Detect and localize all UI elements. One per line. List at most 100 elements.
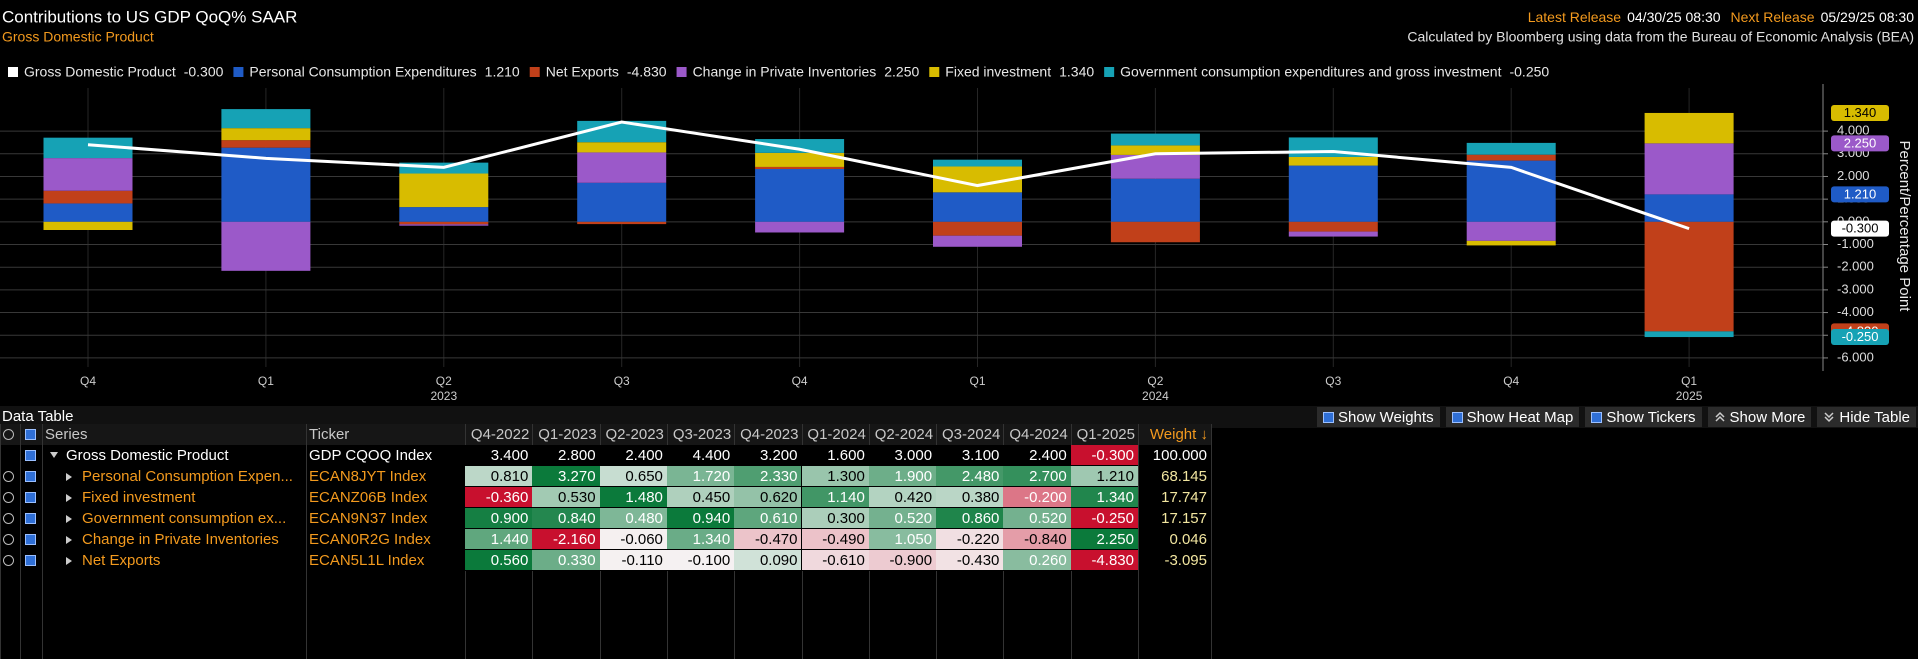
- bar-segment: [399, 173, 489, 208]
- weight-cell: 68.145: [1161, 468, 1207, 485]
- title: Contributions to US GDP QoQ% SAAR: [2, 7, 297, 26]
- value-cell: 0.480: [599, 508, 667, 529]
- x-group-label: 2024: [1142, 389, 1169, 403]
- tree-toggle: [66, 473, 72, 481]
- legend-marker: [529, 67, 540, 77]
- toolbar-title: Data Table: [2, 408, 74, 425]
- weight-cell: -3.095: [1164, 552, 1207, 569]
- subtitle: Gross Domestic Product: [2, 29, 154, 45]
- column-header: Q2-2024: [874, 426, 934, 443]
- checkbox: [1591, 411, 1603, 423]
- legend-value: -0.300: [184, 63, 224, 79]
- y-tick-label: -1.000: [1837, 236, 1874, 251]
- axis-tag: [1831, 135, 1889, 152]
- row-checkbox: [25, 450, 36, 461]
- weight-cell: 17.157: [1161, 510, 1207, 527]
- value-cell: -0.430: [936, 550, 1004, 571]
- value-cell: 0.420: [868, 487, 937, 508]
- value-cell: 1.340: [666, 529, 735, 550]
- row-checkbox: [25, 471, 36, 482]
- axis-tag-label: 1.210: [1844, 186, 1877, 201]
- legend-name: Gross Domestic Product: [24, 63, 176, 79]
- latest-label: Latest Release: [1528, 9, 1622, 25]
- button-label: Show More: [1729, 408, 1806, 426]
- bar-segment: [1466, 240, 1556, 246]
- bar-segment: [755, 166, 845, 169]
- axis-tag-label: -0.250: [1842, 329, 1879, 344]
- value-cell: -0.840: [1003, 529, 1071, 550]
- ticker: ECAN9N37 Index: [309, 510, 428, 527]
- button[interactable]: Show Tickers: [1585, 407, 1702, 427]
- value-cell: 1.300: [801, 466, 869, 487]
- button[interactable]: Show Weights: [1316, 407, 1440, 427]
- value-cell: 0.940: [666, 508, 735, 529]
- x-tick-label: Q4: [80, 374, 96, 388]
- legend-marker: [1104, 67, 1115, 77]
- legend-value: 1.340: [1059, 63, 1094, 79]
- chart: Contributions to US GDP QoQ% SAAR Gross …: [0, 7, 1914, 403]
- tree-toggle: [66, 557, 72, 565]
- checkbox: [1322, 411, 1334, 423]
- legend-entry: Gross Domestic Product -0.300: [24, 63, 224, 79]
- bar-segment: [1644, 221, 1734, 332]
- button[interactable]: Show More: [1707, 407, 1812, 427]
- bar-segment: [221, 140, 311, 148]
- y-tick-label: -2.000: [1837, 259, 1874, 274]
- value-cell: 0.620: [734, 487, 802, 508]
- value-cell: 2.400: [599, 445, 667, 466]
- legend-name: Net Exports: [546, 63, 619, 79]
- bar-segment: [577, 142, 667, 153]
- bar-segment: [933, 235, 1022, 247]
- bar-segment: [1466, 142, 1556, 155]
- row-checkbox: [25, 492, 36, 503]
- column-line: [1138, 424, 1139, 659]
- value-cell: 3.200: [734, 445, 802, 466]
- value-cell: 0.450: [666, 487, 735, 508]
- row-checkbox: [25, 534, 36, 545]
- table-header-bg: [0, 424, 1211, 445]
- column-line: [42, 424, 43, 659]
- legend-marker: [8, 67, 18, 77]
- bar-segment: [933, 221, 1022, 236]
- value-cell: -0.900: [868, 550, 937, 571]
- button[interactable]: Hide Table: [1817, 407, 1916, 427]
- column-header: Q4-2023: [740, 426, 799, 443]
- y-tick-label: -6.000: [1837, 349, 1874, 364]
- column-line: [306, 424, 307, 659]
- column-line: [0, 424, 1, 659]
- value-cell: 2.800: [532, 445, 600, 466]
- y-tick-label: 4.000: [1837, 123, 1870, 138]
- tree-toggle: [66, 494, 72, 502]
- value-cell: -0.360: [465, 487, 533, 508]
- button[interactable]: Show Heat Map: [1445, 407, 1580, 427]
- value-cell: 4.400: [666, 445, 735, 466]
- column-header: Q3-2023: [672, 426, 732, 443]
- value-cell: 2.330: [734, 466, 802, 487]
- axis-tag: [1831, 104, 1889, 121]
- legend-name: Government consumption expenditures and …: [1120, 63, 1501, 79]
- toolbar: Data Table Show Weights Show Heat Map Sh…: [0, 406, 1918, 428]
- y-tick-label: -4.000: [1837, 304, 1874, 319]
- axis-tag-label: 2.250: [1844, 135, 1877, 150]
- axis-tag-label: -0.300: [1842, 221, 1879, 236]
- value-cell: 1.340: [1070, 487, 1138, 508]
- y-tick-label: -3.000: [1837, 281, 1874, 296]
- bar-segment: [577, 221, 667, 225]
- x-tick-label: Q1: [1681, 374, 1697, 388]
- value-cell: 2.250: [1070, 529, 1138, 550]
- tree-toggle: [66, 536, 72, 544]
- column-header: Series: [45, 426, 88, 443]
- value-cell: 2.480: [936, 466, 1004, 487]
- button-label: Show Heat Map: [1466, 408, 1574, 426]
- button-label: Hide Table: [1839, 408, 1910, 426]
- x-tick-label: Q2: [436, 374, 452, 388]
- column-line: [1211, 424, 1212, 659]
- weight-cell: 100.000: [1152, 447, 1207, 464]
- bar-segment: [1466, 160, 1556, 222]
- value-cell: 2.400: [1003, 445, 1071, 466]
- value-cell: 1.600: [801, 445, 869, 466]
- legend-marker: [929, 67, 940, 77]
- weight-cell: 0.046: [1169, 531, 1207, 548]
- value-cell: -0.250: [1070, 508, 1138, 529]
- bar-segment: [43, 158, 133, 191]
